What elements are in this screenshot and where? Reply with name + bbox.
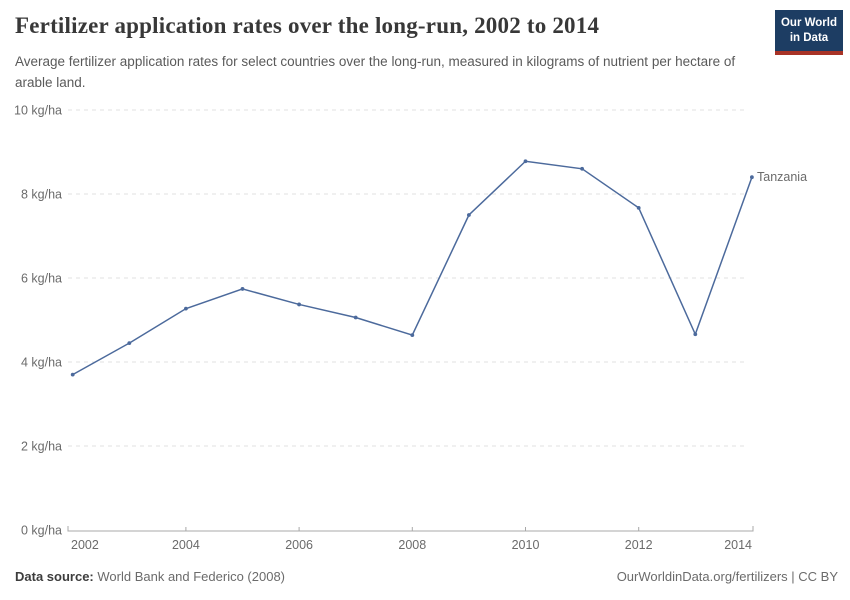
y-axis-label-8: 8 kg/ha [21,188,62,202]
tanzania-point-2014 [750,175,754,180]
tanzania-point-2010 [523,159,528,164]
y-axis-label-10: 10 kg/ha [14,104,62,118]
tanzania-point-2008 [410,333,415,338]
data-source-value: World Bank and Federico (2008) [97,569,286,584]
y-axis-label-2: 2 kg/ha [21,440,62,454]
data-source: Data source: World Bank and Federico (20… [15,569,285,584]
x-axis-label-2012: 2012 [625,538,653,552]
x-axis-line [67,526,754,532]
tanzania-point-2006 [297,302,301,307]
tanzania-point-2012 [636,205,641,210]
tanzania-line[interactable] [72,160,753,376]
chart-footer: Data source: World Bank and Federico (20… [15,569,838,584]
attribution-link[interactable]: OurWorldinData.org/fertilizers | CC BY [616,569,838,584]
y-axis-label-4: 4 kg/ha [21,356,62,370]
tanzania-point-2002 [70,372,75,377]
owid-logo-box: Our World in Data [775,10,843,51]
tanzania-point-2011 [580,166,584,171]
tanzania-point-2013 [693,332,698,337]
tanzania-point-2003 [127,341,132,345]
tanzania-point-2004 [184,306,188,311]
x-axis-label-2014: 2014 [724,538,752,552]
tanzania-point-2007 [353,315,358,320]
owid-logo[interactable]: Our World in Data [775,10,843,55]
x-axis-label-2006: 2006 [285,538,313,552]
y-axis-label-6: 6 kg/ha [21,272,62,286]
x-axis-label-2010: 2010 [512,538,540,552]
chart-subtitle: Average fertilizer application rates for… [15,54,736,90]
chart-title: Fertilizer application rates over the lo… [15,13,600,38]
tanzania-point-2009 [467,213,471,217]
tanzania-point-2005 [240,287,245,291]
y-axis-label-0: 0 kg/ha [21,524,62,538]
owid-logo-red-bar [775,50,843,55]
owid-logo-line2: in Data [789,31,829,44]
data-source-label: Data source: [15,569,94,584]
x-axis-label-2004: 2004 [172,538,200,552]
tanzania-line-series[interactable] [70,159,754,377]
x-axis-label-2008: 2008 [398,538,426,552]
x-axis-label-2002: 2002 [71,538,99,552]
tanzania-series-label[interactable]: Tanzania [757,170,807,184]
owid-logo-line1: Our World [780,17,837,29]
